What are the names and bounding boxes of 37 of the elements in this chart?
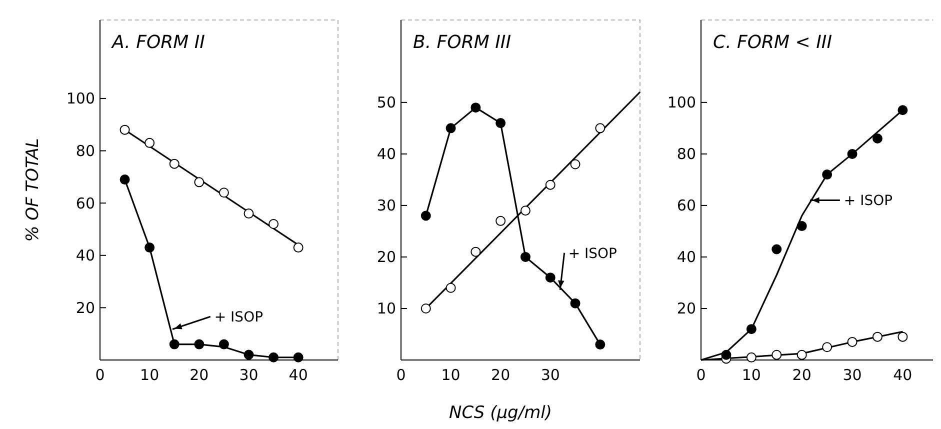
y-tick-label: 20 (376, 248, 396, 266)
y-tick-label: 20 (676, 300, 696, 318)
x-tick-label: 30 (239, 366, 258, 384)
y-tick-label: 60 (676, 196, 696, 215)
x-tick-label: 10 (742, 366, 761, 384)
text: B. FORM III (413, 32, 511, 53)
x-tick-label: 30 (842, 366, 862, 384)
x-tick-label: 40 (288, 366, 308, 384)
y-axis-title: % OF TOTAL (23, 138, 43, 242)
x-tick-label: 20 (190, 366, 209, 384)
x-tick-label: 30 (540, 366, 560, 384)
y-tick-label: 100 (667, 94, 696, 112)
x-tick-label: 0 (95, 366, 105, 384)
y-tick-label: 10 (376, 300, 396, 318)
text: C. FORM < III (713, 32, 832, 53)
x-tick-label: 20 (792, 366, 812, 384)
y-tick-label: 30 (376, 196, 396, 215)
x-axis-title: NCS (μg/ml) (449, 403, 552, 423)
y-tick-label: 40 (76, 246, 95, 265)
y-tick-label: 80 (676, 145, 696, 164)
annotation: + ISOP (844, 193, 893, 210)
x-tick-label: 10 (140, 366, 160, 384)
annotation: + ISOP (568, 246, 618, 262)
y-tick-label: 40 (676, 248, 696, 266)
x-tick-label: 10 (441, 366, 460, 384)
y-tick-label: 60 (76, 194, 95, 212)
x-tick-label: 0 (696, 366, 706, 384)
text: A. FORM II (111, 32, 205, 53)
y-tick-label: 50 (376, 94, 396, 112)
annotation: + ISOP (214, 310, 264, 326)
x-tick-label: 20 (491, 366, 510, 384)
y-tick-label: 20 (76, 298, 95, 317)
x-tick-label: 0 (396, 366, 406, 384)
y-tick-label: 100 (66, 90, 95, 108)
x-tick-label: 40 (893, 366, 912, 384)
y-tick-label: 40 (376, 145, 396, 164)
y-tick-label: 80 (76, 142, 95, 160)
